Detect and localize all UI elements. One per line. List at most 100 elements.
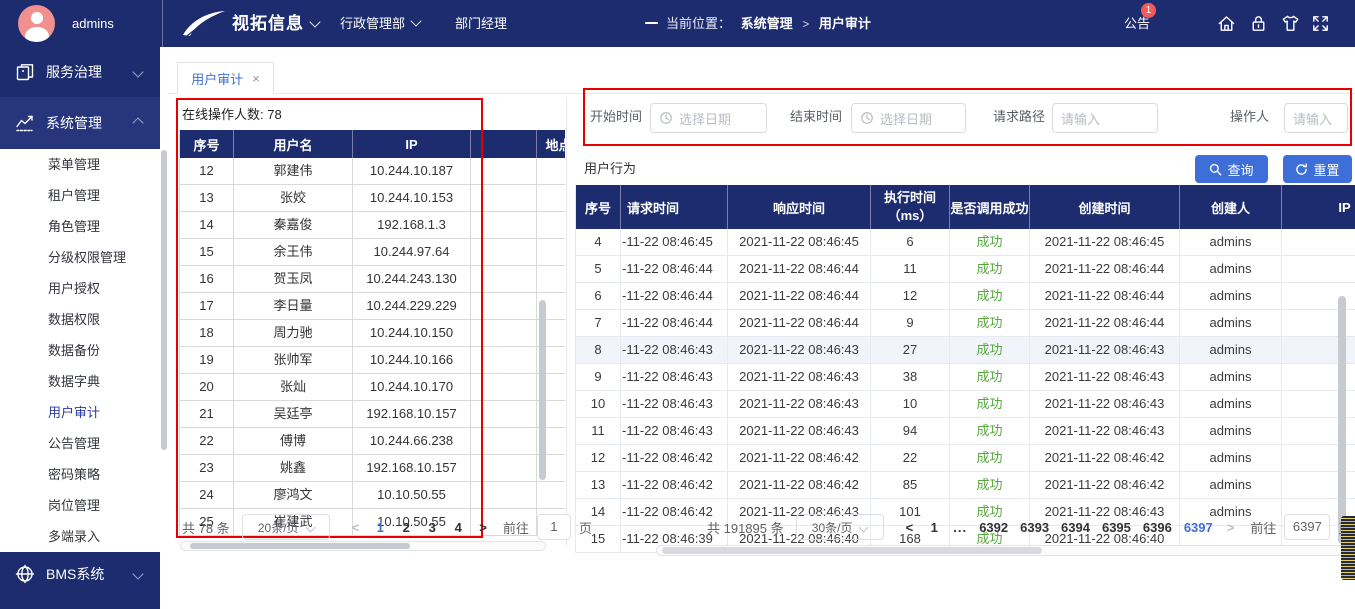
lock-icon[interactable] xyxy=(1248,13,1269,34)
sidebar-group-service[interactable]: 服务治理 xyxy=(0,47,160,97)
page-number-2[interactable]: 2 xyxy=(402,519,410,535)
sidebar-item-密码策略[interactable]: 密码策略 xyxy=(48,467,101,482)
table-row[interactable]: 22 傅博 10.244.66.238 xyxy=(180,428,565,455)
table-row[interactable]: 9 -11-22 08:46:43 2021-11-22 08:46:43 38 成功 2… xyxy=(576,364,1355,391)
theme-shirt-icon[interactable] xyxy=(1280,13,1301,34)
breadcrumb-item[interactable]: 系统管理 xyxy=(740,16,793,31)
table-row[interactable]: 14 -11-22 08:46:42 2021-11-22 08:46:43 101 成… xyxy=(576,499,1355,526)
table-row[interactable]: 13 张姣 10.244.10.153 xyxy=(180,185,565,212)
cell: 2021-11-22 08:46:44 xyxy=(1030,256,1180,283)
table-row[interactable]: 8 -11-22 08:46:43 2021-11-22 08:46:43 27 成功 2… xyxy=(576,337,1355,364)
page-size-select[interactable]: 20条/页 xyxy=(241,514,330,540)
table-row[interactable]: 24 廖鸿文 10.10.50.55 xyxy=(180,482,565,509)
left-table-hscrollbar[interactable] xyxy=(190,543,410,549)
cell: 2021-11-22 08:46:44 xyxy=(1030,310,1180,337)
table-row[interactable]: 16 贺玉凤 10.244.243.130 xyxy=(180,266,565,293)
sidebar-scrollbar[interactable] xyxy=(161,150,167,450)
cell: 15 xyxy=(576,526,621,553)
request-path-input[interactable]: 请输入 xyxy=(1052,103,1158,133)
dept-menu[interactable]: 行政管理部 xyxy=(340,0,422,47)
page-number-1[interactable]: 1 xyxy=(376,519,384,535)
floating-widget[interactable] xyxy=(1341,516,1355,580)
cell: admins xyxy=(1180,472,1282,499)
search-button[interactable]: 查询 xyxy=(1195,155,1268,183)
table-row[interactable]: 11 -11-22 08:46:43 2021-11-22 08:46:43 94 成功… xyxy=(576,418,1355,445)
column-header: 序号 xyxy=(180,130,234,158)
notice-link[interactable]: 公告 xyxy=(1124,16,1151,31)
sidebar-group-system[interactable]: 系统管理 xyxy=(0,97,160,149)
left-table-vscrollbar[interactable] xyxy=(539,300,546,480)
table-row[interactable]: 10 -11-22 08:46:43 2021-11-22 08:46:43 10 成功… xyxy=(576,391,1355,418)
prev-page-button[interactable]: < xyxy=(905,519,914,535)
sidebar-item-用户审计[interactable]: 用户审计 xyxy=(48,405,101,420)
sidebar-item-菜单管理[interactable]: 菜单管理 xyxy=(48,157,101,172)
next-page-button[interactable]: > xyxy=(479,519,487,535)
fullscreen-icon[interactable] xyxy=(1310,13,1331,34)
start-date-input[interactable]: 选择日期 xyxy=(650,103,767,133)
table-row[interactable]: 15 余王伟 10.244.97.64 xyxy=(180,239,565,266)
table-row[interactable]: 6 -11-22 08:46:44 2021-11-22 08:46:44 12 成功 2… xyxy=(576,283,1355,310)
page-size-select[interactable]: 30条/页 xyxy=(795,514,884,540)
page-number-4[interactable]: 4 xyxy=(454,519,462,535)
page-number-3[interactable]: 3 xyxy=(428,519,436,535)
filter-label-end-time: 结束时间 xyxy=(790,109,843,124)
sidebar-item-多端录入[interactable]: 多端录入 xyxy=(48,529,101,544)
sidebar-item-角色管理[interactable]: 角色管理 xyxy=(48,219,101,234)
sidebar-item-数据字典[interactable]: 数据字典 xyxy=(48,374,101,389)
right-table-hscrollbar[interactable] xyxy=(662,547,1042,554)
cell: 2021-11-22 08:46:44 xyxy=(1030,283,1180,310)
page-number-6396[interactable]: 6396 xyxy=(1142,519,1172,535)
table-row[interactable]: 23 姚鑫 192.168.10.157 xyxy=(180,455,565,482)
home-icon[interactable] xyxy=(1216,13,1237,34)
brand-name[interactable]: 视拓信息 xyxy=(232,0,321,47)
table-row[interactable]: 12 郭建伟 10.244.10.187 xyxy=(180,158,565,185)
page-number-6395[interactable]: 6395 xyxy=(1101,519,1131,535)
table-row[interactable]: 20 张灿 10.244.10.170 xyxy=(180,374,565,401)
sidebar-group-obu[interactable]: OBU系统 xyxy=(0,596,160,609)
sidebar-item-租户管理[interactable]: 租户管理 xyxy=(48,188,101,203)
page-number-6394[interactable]: 6394 xyxy=(1061,519,1090,535)
cell: admins xyxy=(1180,364,1282,391)
goto-page-input[interactable]: 6397 xyxy=(1284,514,1331,540)
table-row[interactable]: 21 吴廷亭 192.168.10.157 xyxy=(180,401,565,428)
sidebar-item-用户授权[interactable]: 用户授权 xyxy=(48,281,101,296)
avatar[interactable] xyxy=(18,5,55,42)
cell: 10 xyxy=(576,391,621,418)
table-row[interactable]: 13 -11-22 08:46:42 2021-11-22 08:46:42 85 成功… xyxy=(576,472,1355,499)
chevron-down-icon xyxy=(132,568,144,580)
sidebar-item-数据权限[interactable]: 数据权限 xyxy=(48,312,101,327)
user-section[interactable]: admins xyxy=(0,0,163,47)
prev-page-button[interactable]: < xyxy=(351,519,360,535)
sidebar-item-分级权限管理[interactable]: 分级权限管理 xyxy=(48,250,127,265)
collapse-icon[interactable] xyxy=(645,22,658,24)
table-row[interactable]: 7 -11-22 08:46:44 2021-11-22 08:46:44 9 成功 20… xyxy=(576,310,1355,337)
table-row[interactable]: 12 -11-22 08:46:42 2021-11-22 08:46:42 22 成功… xyxy=(576,445,1355,472)
table-row[interactable]: 4 -11-22 08:46:45 2021-11-22 08:46:45 6 成功 20… xyxy=(576,229,1355,256)
sidebar-item-公告管理[interactable]: 公告管理 xyxy=(48,436,101,451)
page-number-1[interactable]: 1 xyxy=(930,519,938,535)
page-number-6397[interactable]: 6397 xyxy=(1183,519,1213,535)
chart-icon xyxy=(14,112,36,134)
sidebar-item-岗位管理[interactable]: 岗位管理 xyxy=(48,498,101,513)
end-date-input[interactable]: 选择日期 xyxy=(851,103,966,133)
right-table-vscrollbar[interactable] xyxy=(1338,296,1346,544)
cell: 李日量 xyxy=(234,293,353,320)
sidebar-item-数据备份[interactable]: 数据备份 xyxy=(48,343,101,358)
goto-page-input[interactable]: 1 xyxy=(536,514,571,540)
cell xyxy=(471,185,537,212)
tab-user-audit[interactable]: 用户审计 × xyxy=(177,62,274,94)
reset-button[interactable]: 重置 xyxy=(1283,155,1352,183)
breadcrumb-item[interactable]: 用户审计 xyxy=(818,16,871,31)
table-row[interactable]: 5 -11-22 08:46:44 2021-11-22 08:46:44 11 成功 2… xyxy=(576,256,1355,283)
table-row[interactable]: 17 李日量 10.244.229.229 xyxy=(180,293,565,320)
page-number-6393[interactable]: 6393 xyxy=(1020,519,1050,535)
table-row[interactable]: 14 秦嘉俊 192.168.1.3 xyxy=(180,212,565,239)
sidebar-group-bms[interactable]: BMS系统 xyxy=(0,552,160,596)
table-row[interactable]: 19 张帅军 10.244.10.166 xyxy=(180,347,565,374)
close-icon[interactable]: × xyxy=(252,71,260,86)
page-number-6392[interactable]: 6392 xyxy=(979,519,1009,535)
cell: 成功 xyxy=(950,337,1030,364)
table-row[interactable]: 18 周力驰 10.244.10.150 xyxy=(180,320,565,347)
next-page-button[interactable]: > xyxy=(1226,519,1235,535)
operator-input[interactable]: 请输入 xyxy=(1284,103,1348,133)
